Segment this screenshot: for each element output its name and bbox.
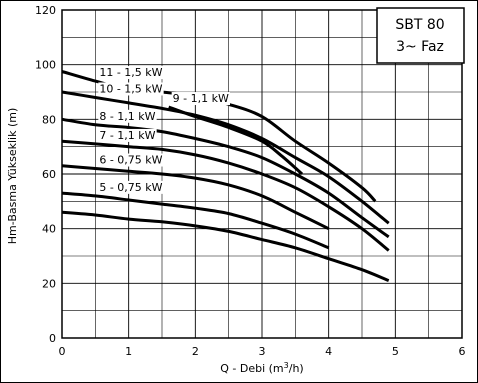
curve-label-background — [98, 109, 157, 123]
y-tick-label: 120 — [35, 4, 56, 17]
curve-label-background — [98, 128, 157, 142]
title-box — [376, 7, 465, 64]
curve-label: 8 - 1,1 kW — [99, 110, 155, 123]
curve-label-background — [98, 153, 164, 167]
curve-label: 6 - 0,75 kW — [99, 154, 162, 167]
x-tick-label: 0 — [59, 345, 66, 358]
y-tick-label: 0 — [49, 332, 56, 345]
x-tick-label: 4 — [325, 345, 332, 358]
y-tick-label: 40 — [42, 223, 56, 236]
curve-label-background — [98, 180, 164, 194]
curve-label: 11 - 1,5 kW — [99, 66, 162, 79]
curve-line — [168, 105, 304, 176]
x-tick-label: 6 — [459, 345, 466, 358]
curve-line — [61, 117, 390, 239]
curve-line — [61, 90, 390, 225]
curve-label-background — [98, 82, 164, 96]
x-tick-label: 5 — [392, 345, 399, 358]
curve-label: 7 - 1,1 kW — [99, 129, 155, 142]
y-tick-label: 20 — [42, 277, 56, 290]
x-axis-label: Q - Debi (m3/h) — [220, 361, 303, 375]
curve-line — [61, 139, 390, 252]
x-tick-label: 2 — [192, 345, 199, 358]
y-tick-label: 60 — [42, 168, 56, 181]
plot-border — [61, 9, 463, 339]
y-tick-label: 80 — [42, 113, 56, 126]
curve-line — [61, 164, 330, 231]
curve-label: 5 - 0,75 kW — [99, 181, 162, 194]
curves — [61, 70, 390, 282]
curve-label: 10 - 1,5 kW — [99, 82, 162, 95]
x-tick-label: 1 — [125, 345, 132, 358]
y-axis-label: Hm-Basma Yükseklik (m) — [6, 108, 19, 244]
chart-title: SBT 80 — [395, 17, 444, 33]
x-tick-label: 3 — [259, 345, 266, 358]
curve-line — [61, 191, 330, 250]
y-tick-label: 100 — [35, 59, 56, 72]
curve-label-background — [98, 66, 164, 80]
curve-labels: 11 - 1,5 kW 10 - 1,5 kW 9 - 1,1 kW 8 - 1,1 … — [98, 66, 230, 194]
curve-label: 9 - 1,1 kW — [173, 92, 229, 105]
curve-label-background — [171, 92, 230, 106]
curve-line — [61, 210, 390, 282]
chart-subtitle: 3~ Faz — [396, 39, 444, 55]
